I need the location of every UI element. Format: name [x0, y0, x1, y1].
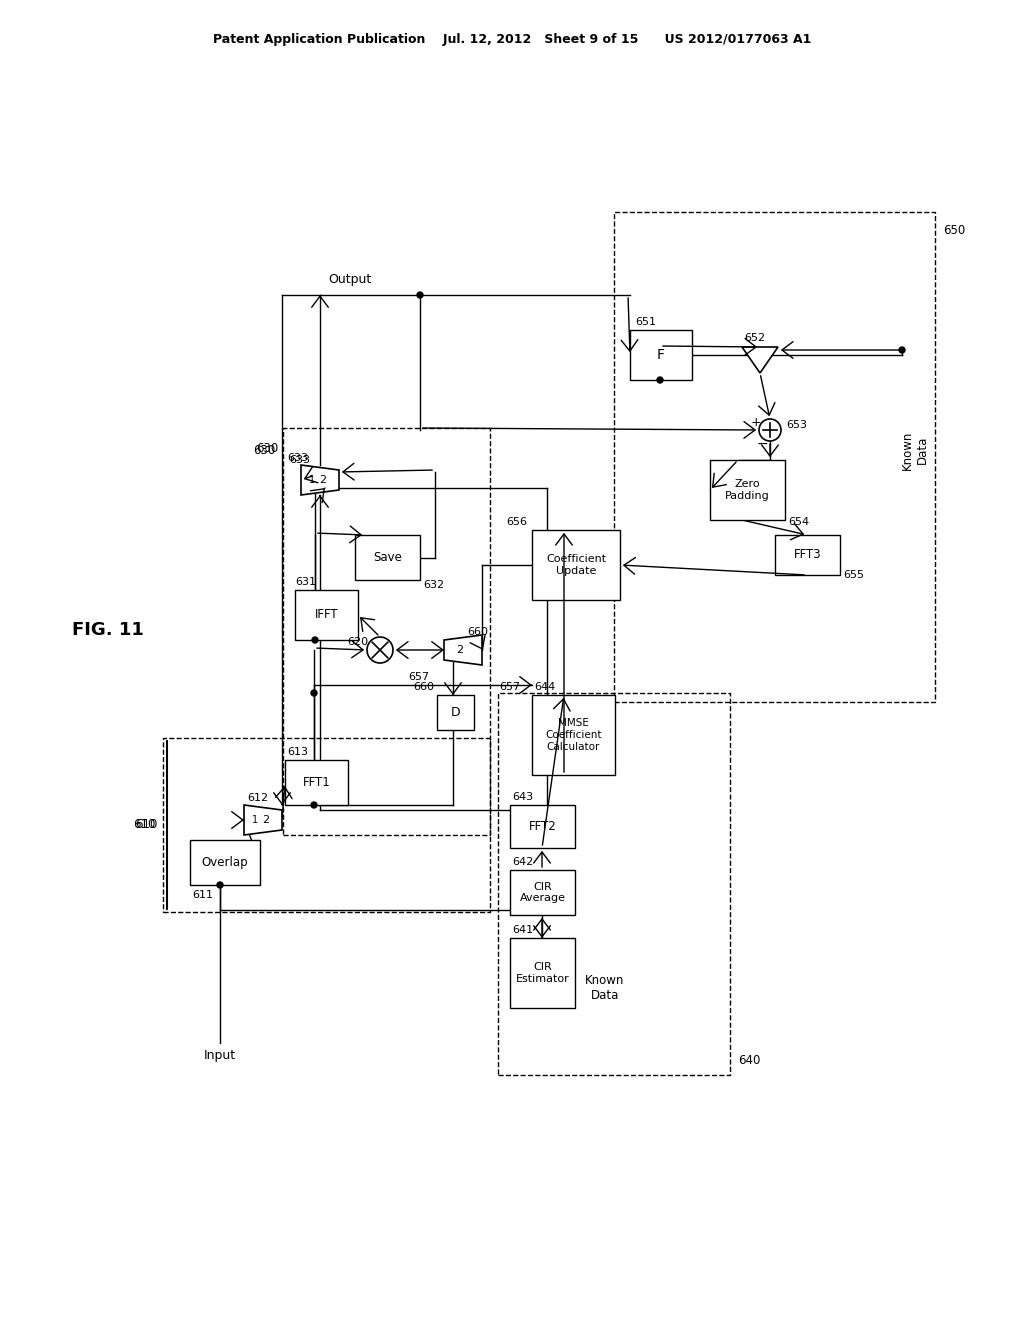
Text: 655: 655 [843, 570, 864, 579]
Polygon shape [301, 465, 339, 495]
Text: Output: Output [328, 273, 372, 286]
Circle shape [311, 803, 317, 808]
Text: Patent Application Publication    Jul. 12, 2012   Sheet 9 of 15      US 2012/017: Patent Application Publication Jul. 12, … [213, 33, 811, 46]
FancyBboxPatch shape [775, 535, 840, 576]
Text: 610: 610 [133, 818, 155, 832]
Text: 612: 612 [248, 793, 268, 803]
FancyBboxPatch shape [510, 939, 575, 1008]
Text: 640: 640 [738, 1053, 761, 1067]
FancyBboxPatch shape [437, 696, 474, 730]
FancyBboxPatch shape [630, 330, 692, 380]
Text: 652: 652 [744, 333, 766, 343]
Circle shape [899, 347, 905, 352]
FancyBboxPatch shape [510, 870, 575, 915]
Circle shape [312, 638, 318, 643]
Text: CIR
Estimator: CIR Estimator [516, 962, 569, 983]
Text: 632: 632 [423, 579, 444, 590]
Text: Zero
Padding: Zero Padding [725, 479, 770, 500]
Circle shape [417, 292, 423, 298]
Text: 650: 650 [943, 223, 966, 236]
Text: 644: 644 [534, 682, 555, 692]
Text: 1: 1 [252, 814, 258, 825]
Text: 656: 656 [506, 517, 527, 527]
Text: 660: 660 [413, 682, 434, 692]
Text: 611: 611 [193, 890, 213, 900]
Text: FFT3: FFT3 [794, 549, 821, 561]
Circle shape [217, 882, 223, 888]
Polygon shape [742, 347, 778, 374]
Text: 633: 633 [290, 455, 310, 465]
Text: CIR
Average: CIR Average [519, 882, 565, 903]
Text: Input: Input [204, 1048, 237, 1061]
Text: 660: 660 [468, 627, 488, 638]
Text: +: + [751, 416, 761, 429]
Text: FIG. 11: FIG. 11 [72, 620, 144, 639]
Text: 643: 643 [512, 792, 534, 803]
Text: FFT2: FFT2 [528, 820, 556, 833]
FancyBboxPatch shape [355, 535, 420, 579]
Text: 630: 630 [256, 441, 278, 454]
Text: MMSE
Coefficient
Calculator: MMSE Coefficient Calculator [545, 718, 602, 751]
Text: 2: 2 [457, 645, 464, 655]
Text: 630: 630 [253, 444, 275, 457]
Text: 657: 657 [499, 682, 520, 692]
Text: Known
Data: Known Data [586, 974, 625, 1002]
Text: IFFT: IFFT [314, 609, 338, 622]
Text: 1: 1 [309, 475, 315, 484]
FancyBboxPatch shape [190, 840, 260, 884]
Text: 642: 642 [512, 857, 534, 867]
Text: 620: 620 [347, 638, 369, 647]
Text: 631: 631 [295, 577, 316, 587]
Circle shape [367, 638, 393, 663]
Text: 653: 653 [786, 420, 807, 430]
Text: 610: 610 [135, 818, 158, 832]
FancyBboxPatch shape [710, 459, 785, 520]
Polygon shape [244, 805, 282, 836]
Text: D: D [451, 706, 461, 719]
Text: 654: 654 [788, 517, 809, 527]
Circle shape [657, 378, 663, 383]
FancyBboxPatch shape [510, 805, 575, 847]
Text: Coefficient
Update: Coefficient Update [546, 554, 606, 576]
FancyBboxPatch shape [532, 696, 615, 775]
Polygon shape [444, 635, 482, 665]
Text: FFT1: FFT1 [303, 776, 331, 789]
Text: 613: 613 [287, 747, 308, 756]
Text: 657: 657 [408, 672, 429, 682]
FancyBboxPatch shape [295, 590, 358, 640]
Text: −: − [756, 437, 768, 451]
Text: 651: 651 [635, 317, 656, 327]
Text: Save: Save [373, 550, 402, 564]
Circle shape [311, 690, 317, 696]
Circle shape [759, 418, 781, 441]
Text: Overlap: Overlap [202, 855, 248, 869]
Text: 2: 2 [319, 475, 327, 484]
FancyBboxPatch shape [532, 531, 620, 601]
Text: F: F [657, 348, 665, 362]
Text: 633: 633 [288, 453, 308, 463]
Text: Known
Data: Known Data [901, 430, 929, 470]
Text: 2: 2 [262, 814, 269, 825]
Text: 641: 641 [512, 925, 534, 935]
FancyBboxPatch shape [285, 760, 348, 805]
